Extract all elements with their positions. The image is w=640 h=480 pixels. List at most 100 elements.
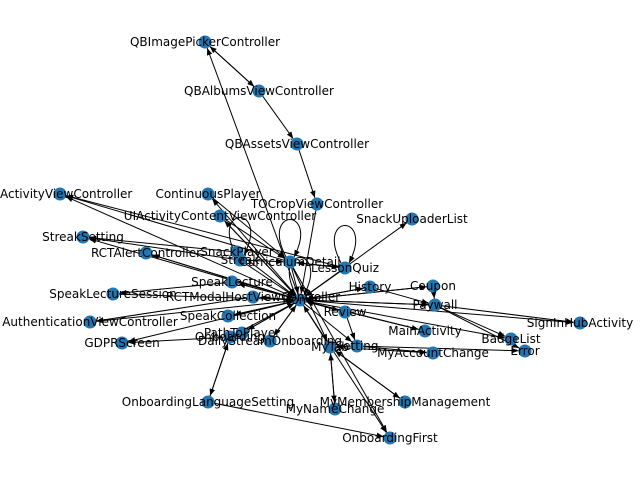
node-label-signinhub: SignInHubActivity [527, 316, 633, 330]
node-error [518, 344, 532, 358]
node-label-rctalert: RCTAlertController [91, 246, 201, 260]
node-label-qbalbums: QBAlbumsViewController [184, 84, 334, 98]
node-pathtoplayer [235, 326, 249, 340]
node-rctmodalhost [246, 290, 260, 304]
node-badgelist [504, 332, 518, 346]
edge-home-to-auth [96, 300, 294, 324]
node-coupon [426, 279, 440, 293]
edge-rctalert-to-home [152, 254, 294, 299]
node-label-myaccountchange: MyAccountChange [377, 346, 489, 360]
node-curriculum [283, 255, 297, 269]
node-qbalbums [252, 84, 266, 98]
node-myaccountchange [426, 346, 440, 360]
node-activityvc [53, 187, 67, 201]
node-signinhub [573, 316, 587, 330]
edge-paywall-to-signinhub [441, 305, 574, 325]
node-label-activityvc: UIActivityViewController [0, 187, 132, 201]
node-label-speaklecturesession: SpeakLectureSession [49, 287, 177, 301]
node-speaklecture [225, 275, 239, 289]
edge-coupon-to-home [306, 286, 427, 302]
edge-curriculum-to-mytab [292, 267, 328, 342]
node-label-badgelist: BadgeList [481, 332, 540, 346]
node-label-mymembership: MyMembershipManagement [320, 395, 491, 409]
node-uiactivitycontent [213, 209, 227, 223]
edge-home-to-activityvc [65, 196, 295, 298]
edge-home-to-speaklecture [238, 282, 294, 299]
node-snackuploader [405, 212, 419, 226]
edge-snackplayer-to-streaksetting [89, 235, 231, 252]
node-label-speakcollection: SpeakCollection [180, 309, 276, 323]
edge-lessonquiz-to-home [305, 271, 340, 297]
node-label-snackplayer: SnackPlayer [200, 245, 274, 259]
node-rctalert [139, 246, 153, 260]
edge-uiactivitycontent-to-home [224, 220, 296, 296]
node-dailystream [263, 334, 277, 348]
edge-qbalbums-to-qbassets [262, 96, 294, 139]
node-home [293, 293, 307, 307]
edge-home-to-onboardingfirst [303, 305, 387, 433]
node-label-home: Home [282, 293, 317, 307]
self-loop-streak [228, 217, 252, 256]
node-auth [83, 315, 97, 329]
edge-home-to-dailystream [273, 304, 297, 337]
node-label-dailystream: DailyStreamOnboarding [198, 334, 342, 348]
edge-setting-to-error [363, 345, 519, 354]
node-speakcollection [221, 309, 235, 323]
edge-qbassets-to-tocrop [298, 150, 316, 198]
edge-home-to-history [306, 286, 364, 300]
node-label-gdpr: GDPRScreen [84, 336, 159, 350]
node-label-streak: Streak [221, 253, 260, 267]
node-mymembership [398, 395, 412, 409]
node-review [338, 305, 352, 319]
edge-paywall-to-badgelist [440, 307, 506, 337]
edge-continuous-to-curriculum [212, 197, 286, 259]
node-label-review: Review [324, 305, 367, 319]
node-label-pathtoplayer: PathToPlayer [204, 326, 280, 340]
edge-mynamechange-to-mytab [328, 353, 335, 403]
edge-speaklecturesession-to-home [119, 293, 294, 303]
node-qbassets [290, 137, 304, 151]
edge-home-to-paywall [306, 299, 429, 308]
node-label-tocrop: TOCropViewController [250, 197, 383, 211]
node-label-speaklecture: SpeakLecture [191, 275, 273, 289]
node-label-streaksetting: StreakSetting [42, 230, 124, 244]
node-label-mytab: MyTab [311, 340, 349, 354]
node-label-error: Error [510, 344, 539, 358]
node-label-rctmodalhost: RCTModalHostViewController [166, 290, 340, 304]
edge-history-to-paywall [376, 288, 429, 305]
node-history [363, 280, 377, 294]
edge-mymembership-to-mytab [334, 350, 401, 399]
node-label-onboardingfirst: OnboardingFirst [342, 431, 438, 445]
node-label-mynamechange: MyNameChange [286, 402, 385, 416]
edge-coupon-to-paywall [430, 291, 437, 299]
edge-streak-to-streaksetting [89, 236, 234, 260]
node-layer [53, 35, 587, 445]
edge-onboardinglang-to-onboardingfirst [214, 402, 384, 439]
node-lessonquiz [338, 261, 352, 275]
node-label-continuous: ContinuousPlayer [155, 187, 260, 201]
node-label-qbassets: QBAssetsViewController [225, 137, 369, 151]
node-label-onboardinglang: OnboardingLanguageSetting [122, 395, 294, 409]
node-label-paywall: Paywall [413, 298, 458, 312]
node-streak [233, 253, 247, 267]
node-onboardinglang [201, 395, 215, 409]
edge-curriculum-to-home [291, 268, 300, 294]
edge-speaklecture-to-speaklecturesession [119, 282, 226, 296]
node-mytab [323, 340, 337, 354]
edge-qbalbums-to-qbimagepicker [209, 46, 255, 87]
self-loop-curriculum [278, 219, 302, 258]
node-continuous [201, 187, 215, 201]
edge-streak-to-curriculum [246, 258, 284, 265]
node-onboarding [223, 330, 237, 344]
node-label-snackuploader: SnackUploaderList [356, 212, 468, 226]
self-loop-home [288, 257, 312, 296]
node-qbimagepicker [198, 35, 212, 49]
node-gdpr [115, 336, 129, 350]
node-onboardingfirst [383, 431, 397, 445]
label-layer: QBImagePickerController QBAlbumsViewContr… [0, 35, 633, 445]
edge-rctmodalhost-to-auth [96, 297, 247, 323]
node-setting [350, 339, 364, 353]
edge-onboarding-to-gdpr [128, 336, 224, 346]
edge-lessonquiz-to-curriculum [296, 260, 339, 268]
